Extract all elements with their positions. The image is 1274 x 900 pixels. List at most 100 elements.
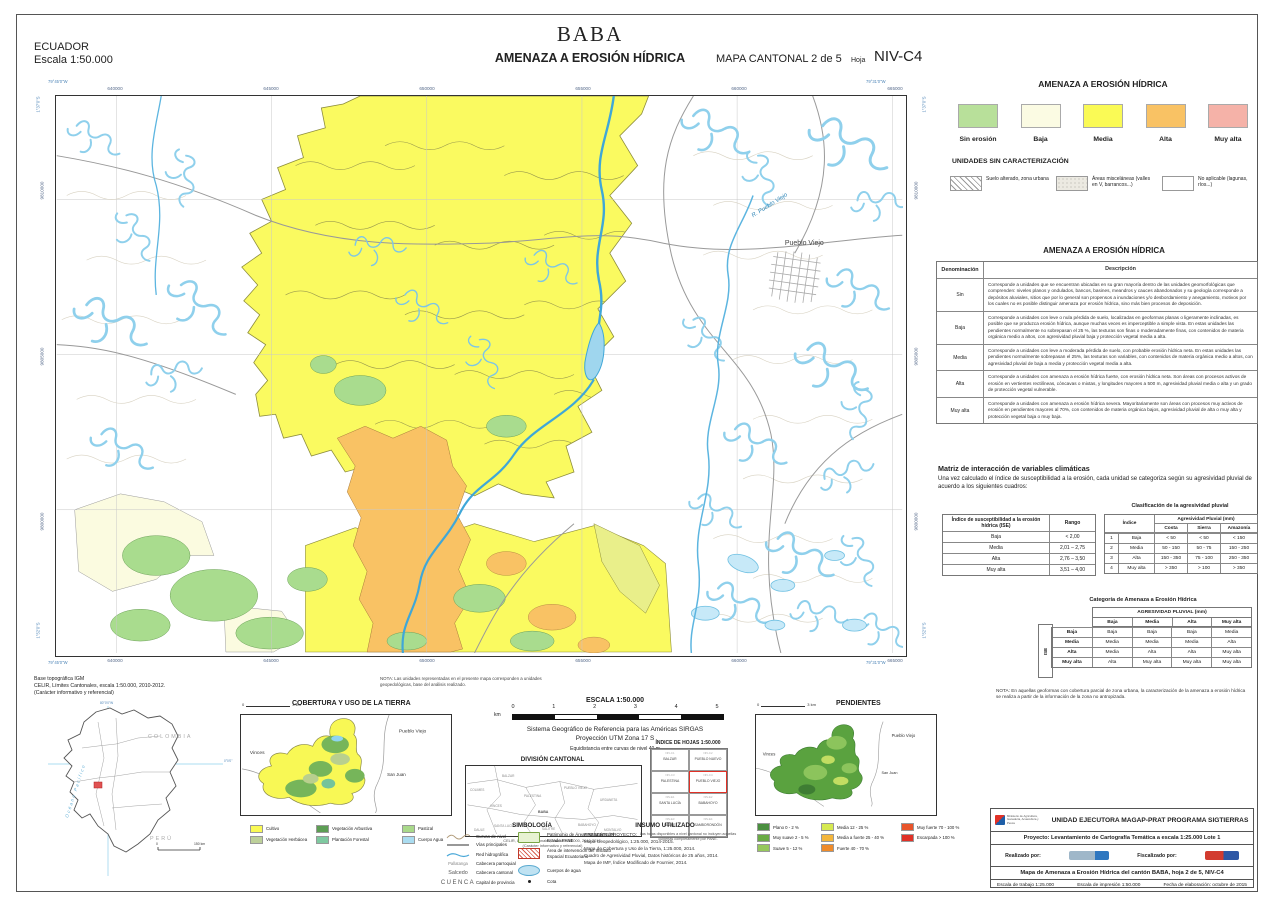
- insumo-line: PRESENTE PROYECTO:: [584, 832, 638, 837]
- legend-swatch: [1020, 104, 1061, 128]
- pattern-swatch: [1162, 176, 1194, 191]
- page-title: BABA: [556, 22, 624, 46]
- roads: [56, 95, 903, 654]
- fiscalizado-label: Fiscalizado por:: [1137, 852, 1177, 859]
- canton-label: PUEBLO VIEJO: [564, 786, 588, 790]
- canton-label: SANTA LUCÍA: [494, 824, 515, 828]
- legend-item: Media: [1075, 104, 1131, 143]
- col-descripcion: Descripción: [1105, 266, 1136, 273]
- division-canvas: [467, 765, 638, 835]
- simbologia-title: SIMBOLOGÍA: [512, 822, 552, 829]
- legend-swatch: [1208, 104, 1248, 128]
- division-caption: CELIR, Límites Cantonales, escala 1:50.0…: [503, 838, 602, 849]
- canton-label: BALZAR: [502, 774, 515, 778]
- pattern-label: Áreas misceláneas (valles en V, barranco…: [1092, 176, 1151, 189]
- ise-row: Media 2,01 – 2,75: [943, 542, 1095, 553]
- description-row: Baja Corresponde a unidades con leve o n…: [937, 310, 1257, 344]
- indice-cell: NIV-E4 SAMBORONDÓN: [689, 815, 727, 837]
- easting-label: 665000: [887, 86, 903, 91]
- agresividad-rows: 1 Baja < 50 < 50 < 150 2 Media 50 - 150 …: [1105, 533, 1257, 573]
- town-label: Pueblo Viejo: [785, 240, 824, 247]
- ise-rows: Baja < 2,00 Media 2,01 – 2,75 Alta 2,76 …: [943, 531, 1095, 575]
- legend-swatch: [1145, 104, 1186, 128]
- san-juan-label: San Juan: [387, 772, 406, 777]
- corner-lat-top-right: 1°37'0"S: [921, 96, 927, 113]
- map-series-label: MAPA CANTONAL 2 de 5: [716, 53, 842, 65]
- nota-urbana: NOTA: En aquellas geoformas con cobertur…: [996, 688, 1246, 700]
- uncharacterized-legend: Suelo alterado, zona urbana Áreas miscel…: [950, 176, 1262, 191]
- indice-cell: NIV-E2 BABAHOYO: [689, 793, 727, 815]
- river-left: [151, 95, 162, 296]
- pendientes-legend: Plano 0 - 2 % Muy suave 2 - 5 % Suave 5 …: [757, 822, 963, 854]
- legend-swatch: [1083, 104, 1123, 128]
- uncharacterized-item: Suelo alterado, zona urbana: [950, 176, 1050, 191]
- water-body-icon: [516, 865, 542, 876]
- categoria-table: AGRESIVIDAD PLUVIAL (mm) Baja Media Alta…: [1038, 607, 1252, 678]
- province-borders: [73, 717, 170, 831]
- legend-label: Alta: [1159, 136, 1172, 143]
- sheet-code: NIV-C4: [874, 48, 923, 65]
- easting-label: 645000: [263, 658, 279, 663]
- easting-label: 645000: [263, 86, 279, 91]
- san-juan-label: San Juan: [881, 771, 897, 775]
- vinces-label: Vinces: [763, 752, 776, 757]
- corner-lat-top: 1°37'0"S: [35, 96, 41, 113]
- cobertura-title: COBERTURA Y USO DE LA TIERRA: [292, 700, 411, 707]
- easting-label: 660000: [731, 86, 747, 91]
- pane-area-icon: [516, 832, 542, 843]
- matriz-title: Matriz de interacción de variables climá…: [938, 464, 1090, 473]
- insumo-line: Mapa de Cobertura y Uso de la Tierra, 1:…: [584, 845, 696, 851]
- ise-row: Alta 2,76 – 3,50: [943, 553, 1095, 564]
- cobertura-legend: Cultivo Vegetación Herbácea Vegetación A…: [250, 823, 460, 845]
- agresividad-row: 3 Alta 150 - 350 75 - 100 250 - 350: [1105, 553, 1257, 563]
- northing-label: 9805000: [913, 347, 919, 365]
- indice-cell: NIV-C2 PUEBLO NUEVO: [689, 749, 727, 771]
- indice-cell: NIV-C4 PUEBLO VIEJO: [689, 771, 727, 793]
- escala-unit: km: [494, 712, 501, 718]
- agresividad-header: Índice Agresividad Pluvial (mm) Costa Si…: [1105, 515, 1257, 533]
- indice-grid: NIV-C1 BALZAR NIV-C2 PUEBLO NUEVO NIV-C3…: [650, 748, 728, 838]
- legend-label: Baja: [1033, 136, 1048, 143]
- easting-label: 650000: [419, 86, 435, 91]
- capital-sample: CUENCA: [440, 880, 476, 886]
- agresividad-row: 2 Media 50 - 150 50 - 75 150 - 250: [1105, 543, 1257, 553]
- ponds: [690, 550, 867, 632]
- sym-agua: Cuerpos de agua: [516, 865, 628, 876]
- hydro-line-icon: [445, 851, 471, 859]
- sin-erosion-patches: [110, 355, 555, 652]
- river-main-lower: [401, 378, 595, 654]
- escala-trabajo: Escala de trabajo 1:25.000: [997, 882, 1055, 888]
- road-line-icon: [445, 842, 471, 848]
- agresividad-table: Índice Agresividad Pluvial (mm) Costa Si…: [1104, 514, 1258, 574]
- northing-labels-right: 9810000 9805000 9800000: [910, 182, 922, 531]
- matriz-intro: Una vez calculado el índice de susceptib…: [938, 476, 1252, 490]
- uncharacterized-item: No aplicable (lagunas, ríos...): [1162, 176, 1262, 191]
- corner-lon-left-bottom: 79°45'0"W: [48, 660, 68, 665]
- northing-label: 9810000: [913, 181, 919, 200]
- magap-logo: Ministerio de Agricultura, Ganadería, Ac…: [991, 815, 1047, 825]
- canton-label: BABA: [538, 810, 549, 814]
- easting-labels-top: 640000 645000 650000 655000 660000 665000: [95, 86, 915, 91]
- pueblo-viejo-label: Pueblo Viejo: [399, 729, 427, 735]
- main-map-canvas: R. Pueblo Viejo Pueblo Viejo: [56, 95, 910, 654]
- easting-label: 655000: [575, 658, 591, 663]
- scale-label: Escala 1:50.000: [34, 54, 113, 66]
- slope-patches: [798, 736, 857, 795]
- legend-item: Sin erosión: [950, 104, 1006, 143]
- river-main-upper: [596, 95, 615, 343]
- pattern-swatch: [1056, 176, 1088, 191]
- ise-table: Índice de susceptibilidad a la erosión h…: [942, 514, 1096, 576]
- credits-org-row: Ministerio de Agricultura, Ganadería, Ac…: [991, 809, 1253, 832]
- indice-cell: NIV-C1 BALZAR: [651, 749, 689, 771]
- vinces-label: Vinces: [250, 750, 265, 756]
- uncharacterized-item: Áreas misceláneas (valles en V, barranco…: [1056, 176, 1156, 191]
- description-row: Media Corresponde a unidades con leve a …: [937, 343, 1257, 371]
- easting-label: 640000: [107, 86, 123, 91]
- sym-cota: Cota: [516, 879, 628, 884]
- pendientes-legend-item: Suave 5 - 12 %: [757, 843, 821, 854]
- canton-label: URDANETA: [600, 798, 618, 802]
- easting-label: 660000: [731, 658, 747, 663]
- categoria-title: Categoría de Amenaza a Erosión Hídrica: [1089, 597, 1197, 603]
